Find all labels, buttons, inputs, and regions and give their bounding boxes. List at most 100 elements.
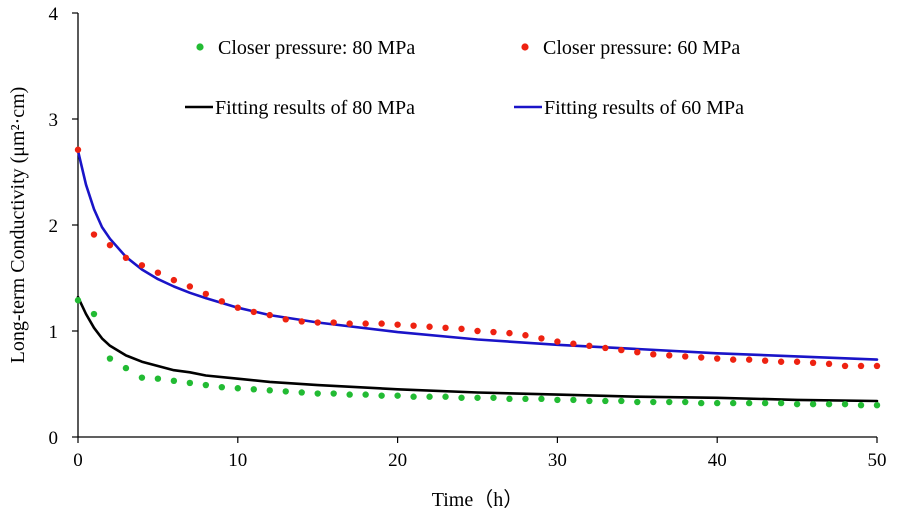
data-point-s1 [825, 360, 833, 368]
data-point-s0 [282, 388, 289, 395]
data-point-s0 [202, 381, 210, 389]
x-tick-label: 20 [388, 450, 407, 471]
data-point-s0 [378, 392, 385, 399]
data-point-s0 [570, 396, 577, 404]
data-point-s0 [234, 385, 241, 392]
data-point-s0 [698, 399, 705, 407]
data-point-s1 [777, 358, 785, 365]
data-point-s1 [90, 231, 98, 238]
data-point-s0 [74, 297, 82, 304]
legend-label-0: Closer pressure: 80 MPa [218, 37, 415, 59]
data-point-s1 [394, 321, 401, 328]
data-point-s0 [777, 399, 785, 407]
data-point-s1 [873, 362, 881, 370]
data-point-s1 [650, 351, 657, 358]
data-point-s0 [106, 355, 114, 362]
data-point-s0 [506, 395, 513, 403]
data-point-s0 [745, 399, 753, 407]
data-point-s1 [714, 355, 721, 362]
data-point-s0 [426, 393, 433, 400]
data-point-s1 [522, 332, 529, 339]
data-point-s0 [362, 391, 369, 398]
data-point-s0 [522, 395, 529, 403]
data-point-s0 [538, 395, 545, 403]
x-tick-label: 0 [73, 450, 83, 471]
series-line-3 [76, 149, 879, 361]
x-tick-label: 10 [228, 450, 247, 471]
data-point-s0 [298, 389, 305, 396]
data-point-s0 [458, 394, 465, 401]
data-point-s0 [442, 393, 449, 400]
data-point-s1 [761, 357, 769, 364]
data-point-s0 [825, 400, 833, 408]
y-tick-label: 4 [49, 4, 59, 25]
data-point-s1 [442, 324, 449, 332]
legend-label-1: Closer pressure: 60 MPa [543, 37, 740, 59]
data-point-s0 [266, 387, 273, 394]
data-point-s1 [538, 335, 545, 342]
x-tick-label: 50 [868, 450, 887, 471]
data-point-s1 [474, 327, 481, 335]
x-tick-label: 40 [708, 450, 727, 471]
data-point-s0 [873, 402, 881, 409]
data-point-s1 [234, 304, 241, 311]
data-point-s0 [346, 391, 353, 398]
data-point-s1 [154, 269, 162, 276]
data-point-s1 [682, 353, 689, 360]
data-point-s0 [122, 364, 130, 372]
data-point-s0 [554, 396, 561, 404]
data-point-s1 [586, 342, 593, 350]
data-point-s0 [602, 397, 609, 405]
data-point-s1 [122, 254, 130, 262]
y-tick-label: 0 [49, 428, 59, 449]
data-point-s1 [410, 322, 417, 329]
legend: Closer pressure: 80 MPa Closer pressure: … [185, 37, 744, 119]
x-axis-title: Time（h） [432, 488, 524, 511]
data-point-s1 [298, 318, 305, 325]
data-point-s0 [618, 397, 625, 405]
data-point-s1 [666, 352, 673, 359]
data-point-s0 [394, 392, 401, 399]
y-tick-label: 1 [49, 322, 59, 343]
data-point-s1 [186, 283, 194, 290]
data-point-s1 [314, 319, 321, 326]
data-point-s1 [250, 308, 257, 316]
data-point-s1 [634, 349, 641, 356]
data-point-s1 [282, 316, 289, 323]
y-axis-title: Long-term Conductivity (μm²·cm) [7, 87, 29, 364]
legend-label-3: Fitting results of 60 MPa [544, 97, 744, 119]
y-tick-label: 3 [49, 110, 59, 131]
data-point-s1 [362, 320, 369, 327]
data-point-s1 [378, 320, 385, 327]
data-point-s0 [186, 379, 194, 387]
data-point-s0 [857, 402, 865, 409]
data-point-s0 [154, 375, 162, 382]
data-point-s0 [682, 398, 689, 406]
data-point-s0 [586, 397, 593, 405]
data-point-s0 [761, 399, 769, 407]
data-point-s0 [793, 400, 801, 408]
legend-marker-1 [521, 43, 529, 51]
data-point-s0 [650, 398, 657, 406]
data-point-s1 [506, 329, 513, 337]
data-point-s0 [841, 400, 849, 408]
legend-label-2: Fitting results of 80 MPa [215, 97, 415, 119]
data-point-s1 [74, 146, 82, 153]
data-point-s0 [474, 394, 481, 401]
data-point-s1 [809, 359, 817, 366]
data-point-s1 [618, 346, 625, 354]
legend-marker-0 [196, 43, 204, 51]
data-point-s1 [202, 290, 210, 298]
data-point-s1 [602, 344, 609, 352]
data-point-s1 [729, 356, 737, 363]
data-point-s1 [554, 338, 561, 345]
data-point-s0 [634, 398, 641, 406]
data-point-s1 [426, 323, 433, 330]
data-point-s1 [698, 354, 705, 361]
y-tick-label: 2 [49, 216, 59, 237]
data-point-s1 [330, 319, 337, 326]
data-point-s1 [857, 362, 865, 370]
data-point-s0 [410, 393, 417, 400]
